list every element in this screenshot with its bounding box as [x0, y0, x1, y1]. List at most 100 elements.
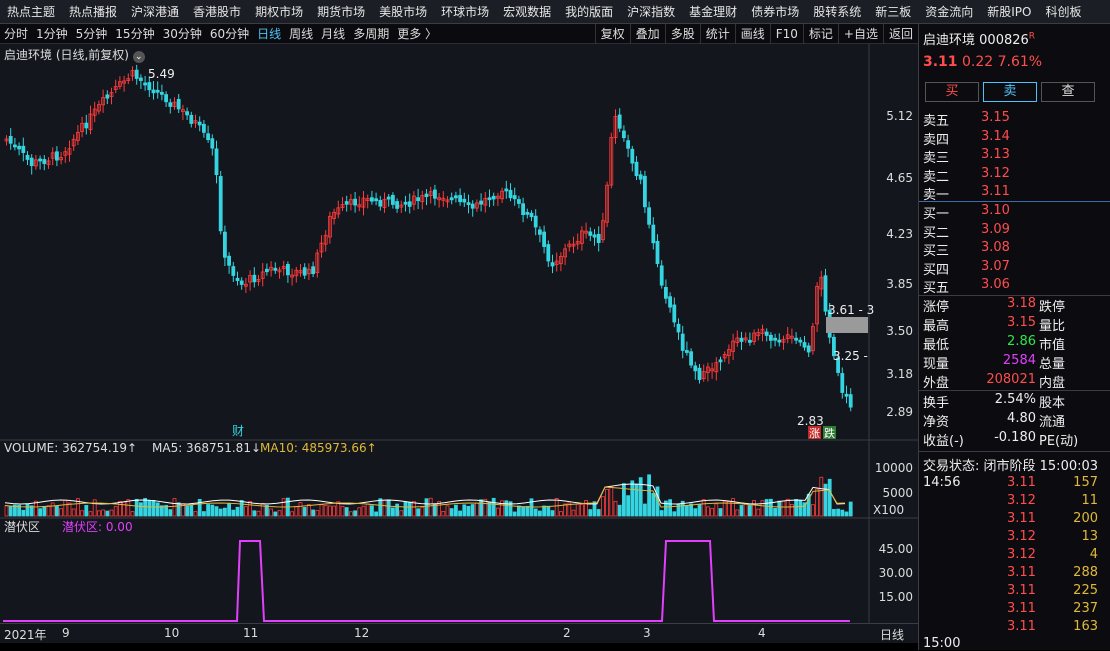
period-tab[interactable]: 分时 [4, 27, 29, 41]
volume-bar [344, 507, 349, 517]
stat-label: 涨停 [923, 300, 950, 315]
period-tab[interactable]: 日线 [257, 27, 282, 41]
topnav-item[interactable]: 期权市场 [255, 5, 304, 19]
volume-bar [105, 510, 110, 517]
candle-body [538, 229, 542, 235]
candle-body [626, 140, 630, 149]
candle-body [441, 197, 446, 201]
candle-body [449, 197, 454, 201]
period-tab[interactable]: 更多 〉 [397, 27, 438, 41]
volume-bar [210, 504, 215, 517]
candle-body [613, 116, 618, 139]
topnav-item[interactable]: 沪深指数 [627, 5, 676, 19]
candle-body [210, 138, 215, 149]
topnav-item[interactable]: 新股IPO [987, 5, 1032, 19]
volume-bar [416, 508, 421, 517]
trade-button[interactable]: 买 [925, 82, 979, 102]
candle-body [365, 198, 370, 202]
volume-bar [449, 508, 454, 517]
candle-body [533, 215, 538, 228]
period-tab[interactable]: 多周期 [353, 27, 390, 41]
topnav-item[interactable]: 美股市场 [379, 5, 428, 19]
volume-bar [206, 504, 211, 517]
candle-body [575, 240, 580, 245]
candle-body [525, 211, 530, 215]
volume-bar [269, 508, 274, 517]
topnav-item[interactable]: 债券市场 [751, 5, 800, 19]
period-tab[interactable]: 15分钟 [115, 27, 155, 41]
period-tab[interactable]: 1分钟 [36, 27, 68, 41]
topnav-item[interactable]: 香港股市 [193, 5, 242, 19]
volume-bar [428, 497, 433, 517]
candle-body [748, 339, 752, 343]
period-tab[interactable]: 60分钟 [209, 27, 250, 41]
period-tab[interactable]: 周线 [289, 27, 314, 41]
topnav-item[interactable]: 资金流向 [925, 5, 974, 19]
period-tab[interactable]: 30分钟 [162, 27, 202, 41]
topnav-item[interactable]: 热点播报 [69, 5, 118, 19]
topnav-item[interactable]: 我的版面 [565, 5, 614, 19]
topnav-item[interactable]: 股转系统 [813, 5, 862, 19]
topnav-item[interactable]: 热点主题 [7, 5, 56, 19]
toolbar-button[interactable]: 画线 [734, 24, 770, 44]
toolbar-button[interactable]: 返回 [882, 24, 918, 44]
chart-pane[interactable]: 启迪环境 (日线,前复权) ⌄ 5.12 4.65 4.23 3.85 3.50 3.18… [0, 44, 918, 624]
topnav-item[interactable]: 科创板 [1045, 5, 1082, 19]
candle-body [227, 255, 232, 266]
topnav-item[interactable]: 新三板 [875, 5, 912, 19]
volume-bar [29, 505, 34, 517]
candlestick-chart[interactable]: 5.12 4.65 4.23 3.85 3.50 3.18 2.89 VOLUME: 3627… [0, 44, 918, 624]
price-tick: 4.65 [886, 171, 913, 185]
toolbar-button[interactable]: F10 [769, 24, 803, 44]
volume-bar [17, 504, 22, 517]
candle-body [823, 275, 828, 312]
trade-button[interactable]: 查 [1041, 82, 1095, 102]
toolbar-button[interactable]: 标记 [802, 24, 838, 44]
volume-bar [185, 505, 190, 517]
volume-bar [668, 499, 672, 517]
volume-bar [495, 507, 500, 517]
candle-body [172, 101, 177, 108]
candle-body [185, 111, 190, 116]
time-axis-label: 3 [643, 626, 651, 640]
period-tab[interactable]: 月线 [321, 27, 346, 41]
volume-bar [101, 509, 105, 517]
topnav-item[interactable]: 基金理财 [689, 5, 738, 19]
volume-bar [197, 498, 202, 517]
period-tab[interactable]: 5分钟 [75, 27, 108, 41]
candle-body [17, 145, 22, 150]
stat-label: 现量 [923, 357, 950, 372]
rise-badge [808, 426, 821, 439]
stat-value: 2.54% [994, 392, 1036, 407]
toolbar-button[interactable]: 叠加 [629, 24, 665, 44]
ask-price: 3.11 [981, 184, 1010, 199]
topnav-item[interactable]: 沪深港通 [131, 5, 180, 19]
candle-body [588, 231, 593, 236]
topnav-item[interactable]: 环球市场 [441, 5, 490, 19]
volume-bar [97, 510, 101, 517]
volume-bar [323, 505, 328, 517]
volume-bar [369, 505, 374, 517]
volume-tick: 10000 [875, 461, 913, 475]
volume-bar [638, 477, 643, 517]
candle-body [63, 151, 68, 156]
stats-divider [919, 451, 1110, 452]
toolbar-button[interactable]: +自选 [837, 24, 883, 44]
tick-price: 3.11 [1007, 475, 1036, 490]
volume-bar [659, 510, 664, 517]
dropdown-icon[interactable]: ⌄ [132, 51, 145, 63]
candle-body [109, 92, 114, 97]
trade-button[interactable]: 卖 [983, 82, 1037, 102]
toolbar-button[interactable]: 多股 [664, 24, 700, 44]
topnav-item[interactable]: 期货市场 [317, 5, 366, 19]
toolbar-button[interactable]: 统计 [699, 24, 735, 44]
topnav-item[interactable]: 宏观数据 [503, 5, 552, 19]
toolbar-button[interactable]: 复权 [594, 24, 630, 44]
volume-bar [382, 499, 387, 517]
candle-body [554, 260, 559, 266]
candle-body [319, 242, 324, 253]
candle-body [46, 160, 51, 165]
candle-body [390, 194, 395, 205]
tick-price: 3.11 [1007, 601, 1036, 616]
candle-body [731, 340, 735, 352]
